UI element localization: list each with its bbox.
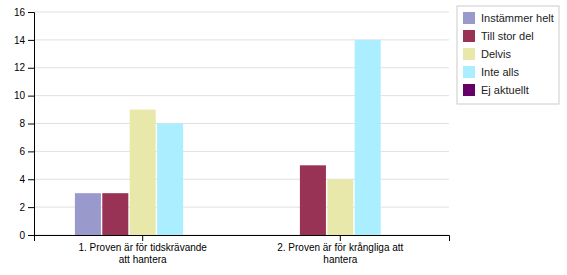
bar — [273, 235, 299, 236]
bar — [75, 193, 101, 235]
legend-frame — [457, 6, 559, 104]
y-tick-mark — [28, 12, 34, 13]
legend-label: Till stor del — [481, 30, 534, 42]
legend-swatch — [463, 66, 475, 78]
legend: Instämmer helt Till stor del Delvis Inte al… — [457, 6, 559, 104]
legend-label: Delvis — [481, 48, 511, 60]
x-tick: 2. Proven är för krångliga atthantera — [277, 235, 403, 265]
y-tick-mark — [28, 179, 34, 180]
y-tick: 8 — [19, 118, 34, 129]
legend-swatch — [463, 12, 475, 24]
legend-item: Inte alls — [463, 66, 519, 78]
grid-line — [34, 123, 449, 124]
y-tick-label: 10 — [14, 90, 26, 101]
grid — [34, 12, 449, 235]
x-tick-label-line: 1. Proven är för tidskrävande — [78, 242, 207, 253]
legend-swatch — [463, 48, 475, 60]
chart-svg: 0 2 4 6 8 10 12 14 16 1. Proven är för tidskrävan… — [0, 0, 567, 275]
y-tick-label: 16 — [14, 7, 26, 18]
y-tick: 2 — [19, 202, 34, 213]
legend-item: Till stor del — [463, 30, 534, 42]
bar — [355, 40, 381, 235]
y-tick: 16 — [14, 7, 34, 18]
legend-label: Instämmer helt — [481, 12, 554, 24]
y-tick-label: 12 — [14, 62, 26, 73]
legend-item: Ej aktuellt — [463, 84, 529, 96]
x-axis: 1. Proven är för tidskrävandeatt hantera… — [35, 235, 450, 265]
y-tick: 6 — [19, 146, 34, 157]
y-tick: 14 — [14, 35, 34, 46]
bar — [327, 179, 353, 235]
x-tick-label-line: hantera — [323, 254, 357, 265]
bar — [130, 110, 156, 235]
y-tick-mark — [28, 207, 34, 208]
bar — [184, 235, 210, 236]
y-tick-label: 14 — [14, 35, 26, 46]
y-axis-line — [28, 13, 35, 236]
legend-swatch — [463, 30, 475, 42]
x-tick-label-line: att hantera — [119, 254, 167, 265]
bar — [102, 193, 128, 235]
x-tick-mark — [340, 235, 341, 241]
x-tick: 1. Proven är för tidskrävandeatt hantera — [78, 235, 207, 265]
x-axis-line — [35, 236, 450, 242]
legend-item: Instämmer helt — [463, 12, 554, 24]
y-tick-mark — [28, 40, 34, 41]
y-tick-label: 0 — [19, 230, 25, 241]
legend-label: Ej aktuellt — [481, 84, 529, 96]
bar — [382, 235, 408, 236]
legend-swatch — [463, 84, 475, 96]
y-tick: 4 — [19, 174, 34, 185]
y-tick: 10 — [14, 90, 34, 101]
x-tick-label: 2. Proven är för krångliga atthantera — [277, 242, 403, 265]
y-tick-mark — [28, 235, 34, 236]
grid-line — [34, 95, 449, 96]
bar — [300, 165, 326, 235]
bar — [157, 124, 183, 236]
y-tick: 12 — [14, 62, 34, 73]
grid-line — [34, 67, 449, 68]
y-tick-mark — [28, 68, 34, 69]
grid-line — [34, 39, 449, 40]
grid-line — [34, 12, 449, 13]
x-tick-mark — [142, 235, 143, 241]
y-tick: 0 — [19, 230, 34, 241]
grid-line — [34, 179, 449, 180]
y-tick-mark — [28, 151, 34, 152]
grid-line — [34, 151, 449, 152]
bars — [75, 40, 381, 235]
y-tick-mark — [28, 124, 34, 125]
y-axis: 0 2 4 6 8 10 12 14 16 — [14, 7, 35, 241]
x-tick-label-line: 2. Proven är för krångliga att — [277, 242, 403, 253]
plot: 0 2 4 6 8 10 12 14 16 1. Proven är för tidskrävan… — [14, 7, 450, 265]
legend-item: Delvis — [463, 48, 511, 60]
y-tick-label: 4 — [19, 174, 25, 185]
x-tick-label: 1. Proven är för tidskrävandeatt hantera — [78, 242, 207, 265]
y-tick-label: 8 — [19, 118, 25, 129]
y-tick-mark — [28, 96, 34, 97]
y-tick-label: 2 — [19, 202, 25, 213]
chart-container: 0 2 4 6 8 10 12 14 16 1. Proven är för tidskrävan… — [0, 0, 567, 275]
y-tick-label: 6 — [19, 146, 25, 157]
legend-label: Inte alls — [481, 66, 519, 78]
